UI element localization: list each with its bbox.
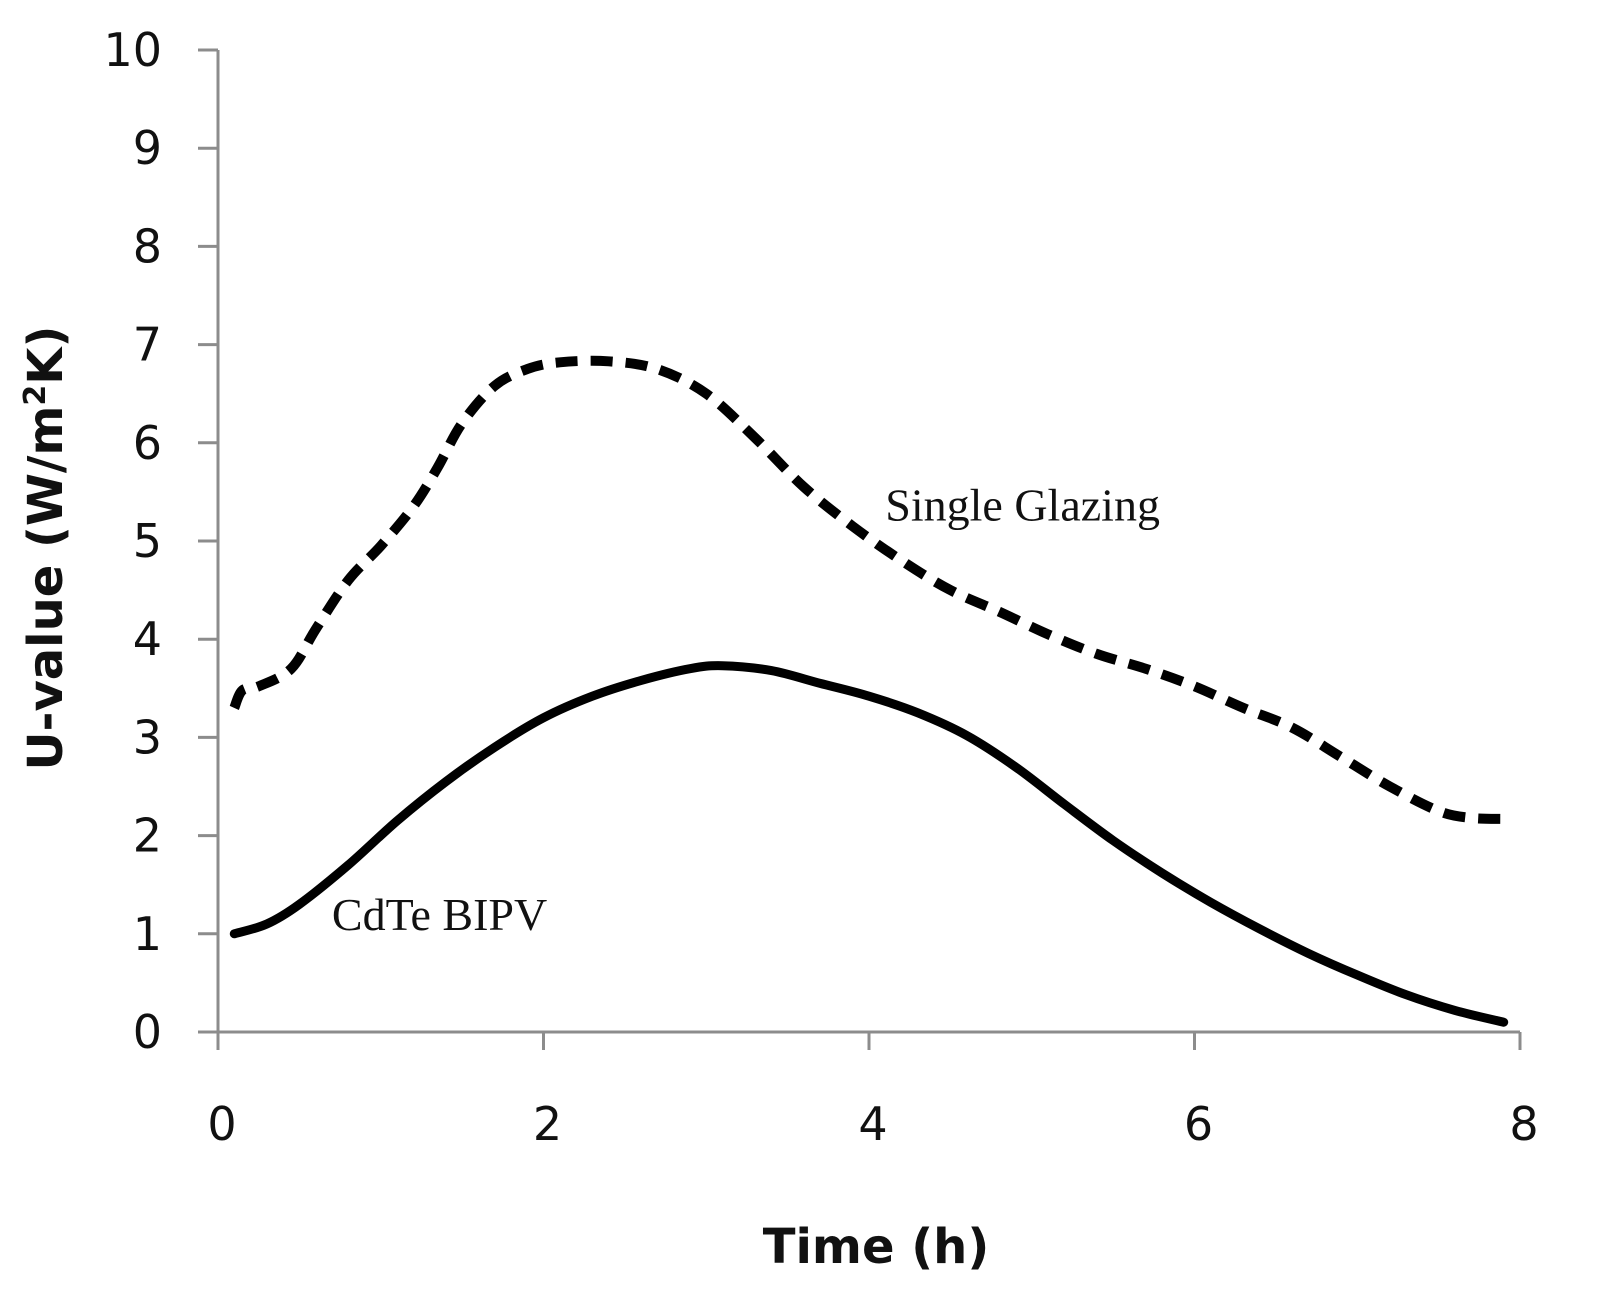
series-line-cdte-bipv	[229, 661, 1509, 1027]
y-axis-title-sup: 2	[18, 385, 53, 406]
y-tick-label: 5	[133, 514, 162, 568]
x-tick-label: 0	[207, 1097, 236, 1151]
y-tick-label: 6	[133, 416, 162, 470]
y-tick-label: 7	[133, 318, 162, 372]
x-tick-label: 4	[858, 1097, 887, 1151]
series-line-single-glazing	[229, 355, 1504, 824]
y-axis-title: U-value (W/m2K)	[18, 326, 75, 771]
x-tick-label: 2	[533, 1097, 562, 1151]
y-axis-title-end: K)	[18, 326, 74, 385]
x-tick-label: 6	[1184, 1097, 1213, 1151]
y-tick-label: 2	[133, 809, 162, 863]
y-tick-label: 10	[103, 23, 162, 77]
y-tick-label: 0	[133, 1005, 162, 1059]
x-axis-title: Time (h)	[763, 1219, 990, 1275]
y-axis-ticks: 0 1 2 3 4 5 6 7 8 9 10	[103, 23, 218, 1059]
y-tick-label: 3	[133, 710, 162, 764]
annotation-cdte-bipv: CdTe BIPV	[332, 889, 547, 940]
y-tick-label: 1	[133, 907, 162, 961]
y-tick-label: 9	[133, 121, 162, 175]
x-tick-label: 8	[1509, 1097, 1538, 1151]
x-axis-ticks: 0 2 4 6 8	[207, 1032, 1539, 1151]
y-tick-label: 4	[133, 612, 162, 666]
series-layer	[229, 355, 1509, 1027]
annotation-single-glazing: Single Glazing	[885, 480, 1160, 531]
y-tick-label: 8	[133, 219, 162, 273]
y-axis-title-main: U-value (W/m	[18, 406, 74, 771]
